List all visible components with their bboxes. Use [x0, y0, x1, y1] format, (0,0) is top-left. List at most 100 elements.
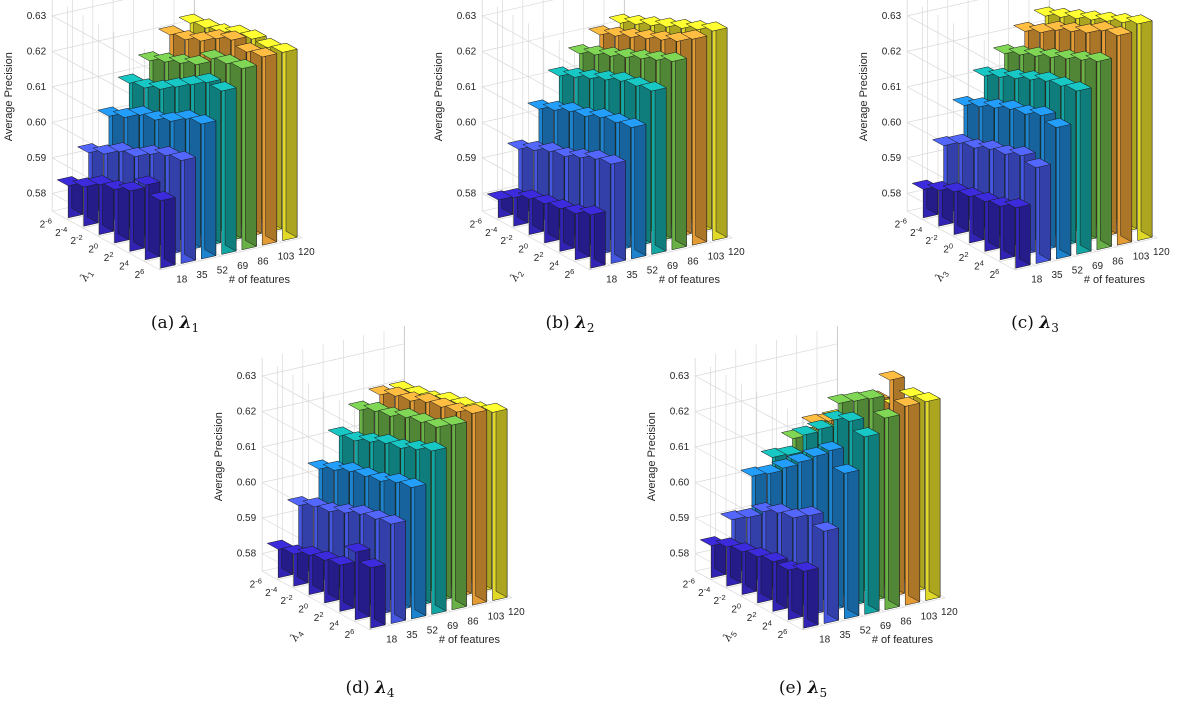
- bar-18-26: [911, 179, 939, 219]
- x-tick-label: 103: [488, 612, 505, 623]
- z-tick-label: 0.59: [670, 513, 690, 524]
- z-axis-label: Average Precision: [213, 412, 225, 501]
- bar-35-2-6: [169, 151, 196, 264]
- lambda-tick-label: 2-2: [280, 593, 292, 607]
- x-axis-label: # of features: [1084, 274, 1146, 286]
- bar-18-24: [502, 188, 529, 227]
- x-tick-label: 120: [728, 247, 745, 258]
- z-tick-label: 0.58: [27, 188, 47, 199]
- z-axis-label: Average Precision: [433, 52, 445, 141]
- bar-18-2-4: [776, 560, 804, 621]
- lambda-axis-label: λ4: [287, 626, 307, 645]
- bar-120-2-6: [271, 42, 298, 241]
- lambda-tick-label: 2-2: [70, 233, 82, 247]
- lambda-tick-labels: 2-62-42-2 20 22 24 26: [895, 216, 1000, 280]
- x-tick-label: 120: [508, 607, 525, 618]
- z-tick-labels: 0.58 0.59 0.60 0.61 0.62 0.63: [457, 11, 477, 199]
- bar-18-22: [297, 545, 324, 595]
- z-tick-label: 0.62: [882, 46, 902, 57]
- bar-35-2-6: [812, 521, 839, 624]
- bar-18-2-2: [328, 555, 355, 612]
- x-tick-label: 103: [708, 252, 725, 263]
- x-tick-label: 18: [1031, 275, 1043, 286]
- bars: [266, 380, 508, 629]
- bar-52-2-6: [399, 478, 427, 620]
- x-tick-labels: 18 35 52 69 86 103 120: [819, 607, 958, 646]
- x-tick-label: 18: [606, 275, 618, 286]
- z-tick-label: 0.63: [670, 371, 690, 382]
- z-tick-label: 0.59: [27, 153, 47, 164]
- panel-caption: (a) λ1: [151, 313, 199, 335]
- x-axis-label: # of features: [229, 274, 291, 286]
- bar-69-2-6: [420, 441, 447, 615]
- lambda-tick-label: 2-6: [250, 576, 262, 590]
- x-tick-label: 69: [880, 621, 892, 632]
- x-tick-label: 18: [819, 635, 831, 646]
- x-tick-label: 52: [860, 626, 872, 637]
- z-tick-label: 0.62: [237, 407, 257, 418]
- z-axis-label: Average Precision: [646, 412, 658, 501]
- bar-86-2-6: [873, 408, 900, 611]
- bars: [911, 6, 1153, 269]
- x-tick-label: 35: [840, 630, 852, 641]
- bars: [486, 13, 728, 269]
- bars: [699, 370, 941, 629]
- lambda-tick-label: 22: [747, 610, 757, 624]
- lambda-tick-label: 2-6: [683, 576, 695, 590]
- bar-18-24: [72, 177, 99, 227]
- lambda-tick-label: 20: [731, 602, 741, 616]
- lambda-tick-label: 26: [565, 267, 575, 281]
- bar-18-20: [958, 187, 985, 244]
- z-tick-labels: 0.58 0.59 0.60 0.61 0.62 0.63: [27, 11, 47, 199]
- bar-18-22: [87, 175, 114, 235]
- bar-120-2-6: [914, 392, 941, 601]
- lambda-tick-label: 20: [88, 242, 98, 256]
- z-tick-label: 0.60: [670, 478, 690, 489]
- bar-52-2-6: [1044, 118, 1072, 260]
- bar-18-2-6: [792, 561, 819, 629]
- z-tick-label: 0.59: [237, 513, 257, 524]
- panel-caption: (e) λ5: [779, 678, 827, 700]
- bar-18-2-6: [579, 205, 606, 269]
- x-tick-label: 120: [1153, 247, 1170, 258]
- z-tick-labels: 0.58 0.59 0.60 0.61 0.62 0.63: [237, 371, 257, 560]
- lambda-tick-label: 2-2: [925, 233, 937, 247]
- z-tick-labels: 0.58 0.59 0.60 0.61 0.62 0.63: [882, 11, 902, 199]
- lambda-axis-label: λ1: [77, 266, 97, 285]
- panel-d: 0.58 0.59 0.60 0.61 0.62 0.63 Average Precisio…: [213, 326, 525, 700]
- bar-18-2-4: [988, 196, 1016, 261]
- z-tick-label: 0.62: [457, 46, 477, 57]
- x-tick-label: 35: [1052, 270, 1064, 281]
- bar-69-2-6: [853, 427, 880, 615]
- z-tick-label: 0.60: [457, 117, 477, 128]
- bar-86-2-6: [440, 415, 467, 611]
- x-tick-labels: 18 35 52 69 86 103 120: [386, 607, 525, 646]
- lambda-tick-label: 2-6: [40, 216, 52, 230]
- bar-86-2-6: [660, 52, 687, 251]
- lambda-tick-label: 2-2: [713, 593, 725, 607]
- x-tick-label: 52: [427, 626, 439, 637]
- z-tick-label: 0.61: [457, 82, 477, 93]
- lambda-tick-label: 24: [762, 618, 772, 632]
- bar-52-2-6: [619, 118, 647, 260]
- x-tick-label: 69: [447, 621, 459, 632]
- x-tick-label: 103: [278, 252, 295, 263]
- lambda-tick-label: 2-4: [55, 225, 67, 239]
- x-tick-label: 120: [941, 607, 958, 618]
- x-tick-label: 86: [257, 256, 269, 267]
- bar-52-2-6: [189, 114, 217, 260]
- z-tick-label: 0.59: [882, 153, 902, 164]
- bar-18-20: [313, 550, 340, 604]
- lambda-tick-label: 20: [518, 242, 528, 256]
- bar-69-2-6: [210, 81, 237, 255]
- bar-103-2-6: [1105, 26, 1133, 246]
- x-tick-labels: 18 35 52 69 86 103 120: [1031, 247, 1170, 286]
- x-axis-label: # of features: [872, 634, 934, 646]
- lambda-tick-label: 2-4: [265, 585, 277, 599]
- panel-caption: (c) λ3: [1011, 313, 1059, 335]
- bar-103-2-6: [680, 29, 708, 246]
- bar-18-2-6: [359, 558, 386, 629]
- z-tick-label: 0.63: [237, 371, 257, 382]
- x-tick-label: 35: [406, 630, 418, 641]
